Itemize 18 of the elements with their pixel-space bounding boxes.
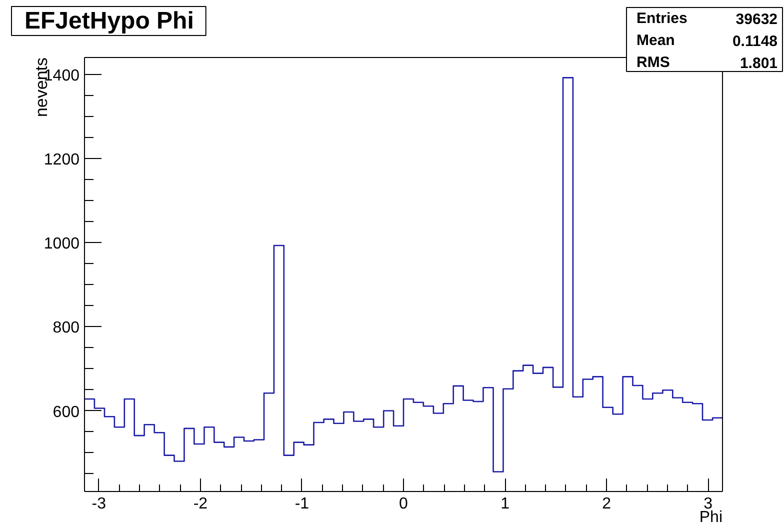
y-tick-label: 600: [52, 404, 80, 421]
x-tick-label: -1: [294, 496, 310, 512]
x-tick-label: 0: [399, 496, 408, 512]
y-tick-label: 800: [52, 320, 80, 337]
x-tick-label: -3: [92, 496, 106, 512]
y-tick-label: 1000: [44, 236, 80, 253]
text: Entries: [636, 10, 688, 27]
x-tick-label: 1: [500, 496, 510, 512]
y-tick-label: 1200: [44, 151, 80, 168]
annotation: RMS: [636, 54, 670, 71]
text: Mean: [636, 32, 675, 49]
text: 0.1148: [732, 33, 778, 50]
x-tick-label: 2: [602, 496, 612, 512]
chart-title: EFJetHypo Phi: [24, 8, 194, 34]
text: 39632: [736, 11, 778, 28]
text: 1.801: [740, 55, 778, 72]
x-axis-title: Phi: [699, 509, 722, 526]
x-tick-label: -2: [193, 496, 208, 512]
